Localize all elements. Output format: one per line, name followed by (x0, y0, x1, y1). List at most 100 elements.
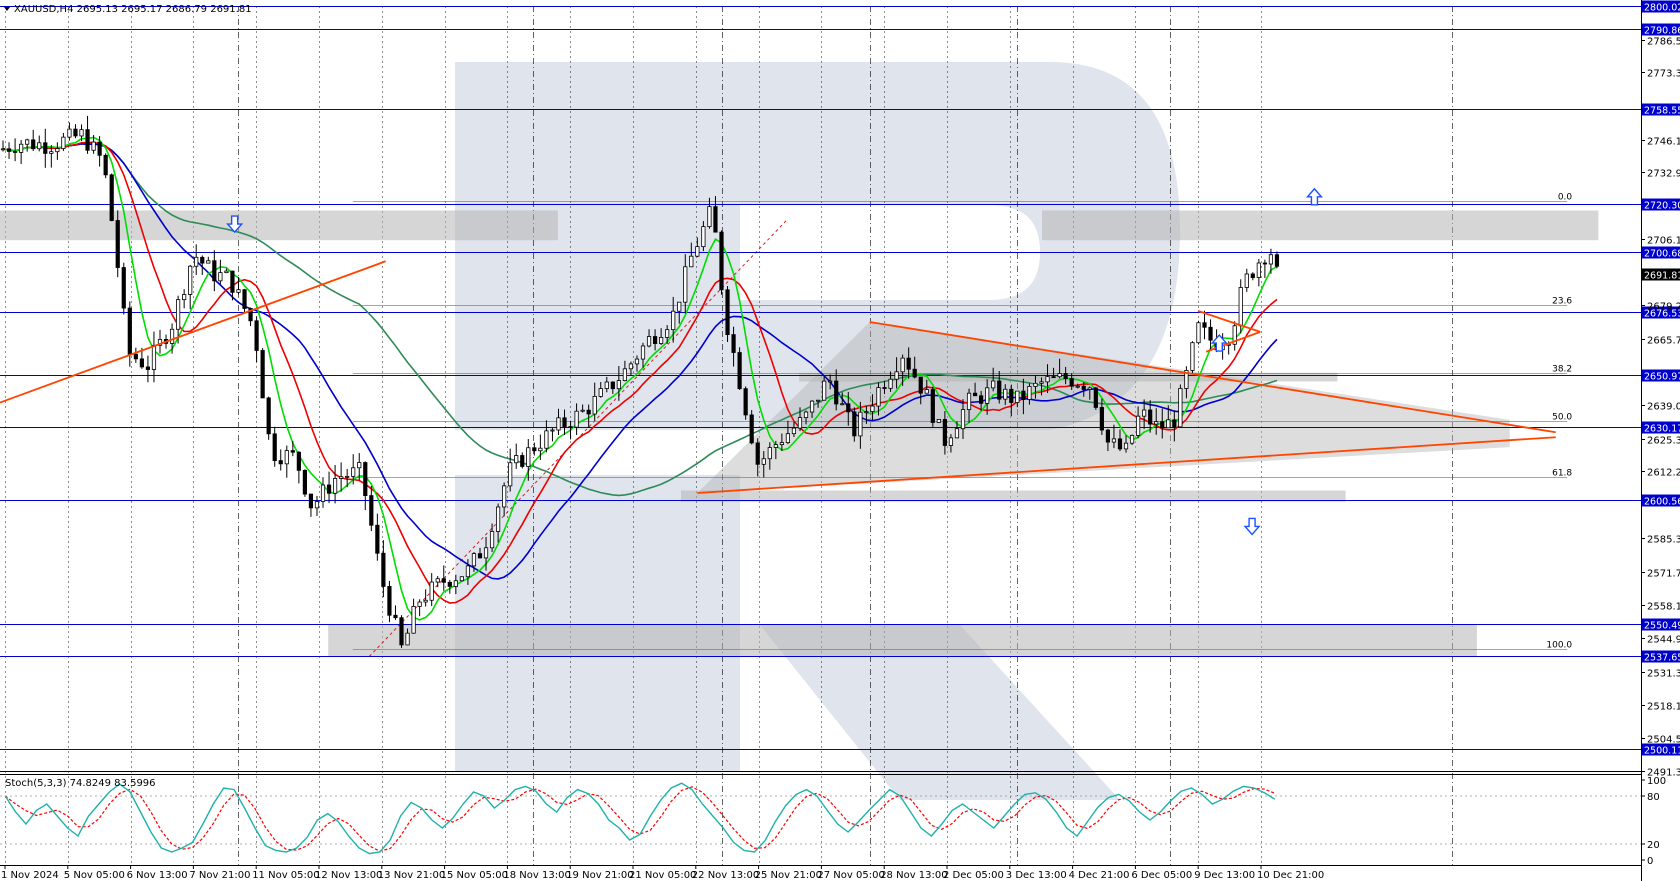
candle (568, 420, 573, 440)
candle (1045, 364, 1050, 393)
candle-body (218, 272, 223, 282)
dropdown-triangle-icon[interactable] (4, 7, 10, 11)
candle (912, 356, 917, 379)
candle-body (230, 270, 235, 293)
candle-body (514, 455, 519, 464)
price-level-tag-bg (1642, 743, 1680, 756)
candle-body (948, 437, 954, 446)
candle (19, 139, 24, 165)
candle-body (411, 605, 416, 634)
candle-body (755, 442, 760, 465)
candle (465, 559, 471, 585)
candle-body (1172, 419, 1177, 428)
candle-body (302, 469, 308, 495)
candle-body (200, 256, 205, 264)
candle-body (652, 336, 658, 344)
price-level-tag-text: 2790.86 (1644, 26, 1680, 37)
candle-body (677, 301, 682, 312)
fib-level-label: 38.2 (1552, 365, 1572, 375)
candle (79, 124, 84, 142)
candle (803, 410, 809, 425)
price-level-tag: 2537.65 (1642, 650, 1680, 664)
candle (1129, 434, 1135, 446)
candle (496, 503, 501, 543)
candle (351, 454, 356, 485)
candle (743, 386, 748, 420)
candle (864, 405, 869, 424)
candle (188, 264, 193, 310)
candle-body (797, 417, 803, 429)
candle (1262, 259, 1267, 279)
candle (115, 210, 120, 278)
candle (665, 325, 670, 344)
candle (1190, 341, 1195, 374)
price-tick-label: 2558.10 (1647, 602, 1680, 613)
candle-body (151, 344, 157, 370)
price-level-tag: 2600.56 (1642, 494, 1680, 508)
candle (785, 420, 791, 445)
candle-body (1178, 388, 1183, 428)
gray-zone (1042, 210, 1599, 241)
candle-body (562, 417, 567, 427)
candle-body (284, 450, 289, 465)
price-level-tag-bg (1642, 23, 1680, 36)
candle-body (423, 599, 428, 603)
candle (411, 598, 416, 634)
candle (948, 434, 954, 453)
candle-body (1063, 373, 1068, 379)
candle (471, 552, 477, 572)
candle-body (393, 614, 398, 619)
candle (900, 354, 905, 386)
candle-body (671, 310, 676, 331)
price-level-tag-text: 2550.49 (1644, 621, 1680, 632)
candle-body (115, 220, 120, 268)
candle (767, 442, 772, 470)
candle-body (598, 388, 603, 397)
candle-body (369, 495, 374, 526)
candle-body (785, 433, 791, 444)
candle-body (1021, 390, 1026, 400)
price-tick-label: 2491.30 (1647, 768, 1680, 779)
candle (1003, 384, 1008, 405)
price-tick-label: 2665.70 (1647, 336, 1680, 347)
price-level-tag-bg (1642, 421, 1680, 434)
price-level-tag-text: 2758.55 (1644, 106, 1680, 117)
candle (610, 381, 615, 394)
candle-body (55, 148, 60, 153)
candle-body (520, 455, 525, 467)
fib-level-label: 61.8 (1552, 469, 1572, 479)
candle (447, 579, 452, 594)
candle (345, 468, 350, 488)
candle (1184, 366, 1189, 399)
candle (604, 376, 609, 393)
candle-body (19, 143, 24, 153)
candle-body (852, 411, 857, 437)
candle-body (49, 151, 54, 154)
candle-body (1250, 273, 1255, 278)
candle (73, 124, 78, 139)
candle-body (888, 378, 893, 389)
candle-body (550, 429, 555, 432)
candle (1111, 424, 1117, 449)
trend-line (0, 260, 386, 404)
candle-body (399, 617, 404, 646)
price-level-tag: 2676.53 (1642, 306, 1680, 320)
gray-zone (799, 372, 1338, 382)
candle (737, 347, 742, 390)
candle-body (683, 266, 688, 303)
moving-average-long (2, 142, 1278, 497)
candle (562, 409, 567, 436)
candle (145, 355, 151, 383)
candle (1015, 390, 1020, 408)
candle-body (496, 506, 501, 532)
candle (477, 547, 483, 559)
candle-body (1244, 273, 1249, 288)
candle-body (912, 368, 917, 378)
candle-body (429, 581, 434, 601)
time-tick-label: 1 Nov 2024 (1, 870, 59, 881)
candle (200, 255, 205, 275)
price-tick-label: 2531.30 (1647, 669, 1680, 680)
candle (652, 329, 658, 351)
price-tick-label: 2786.50 (1647, 37, 1680, 48)
time-tick-label: 10 Dec 21:00 (1257, 870, 1324, 881)
